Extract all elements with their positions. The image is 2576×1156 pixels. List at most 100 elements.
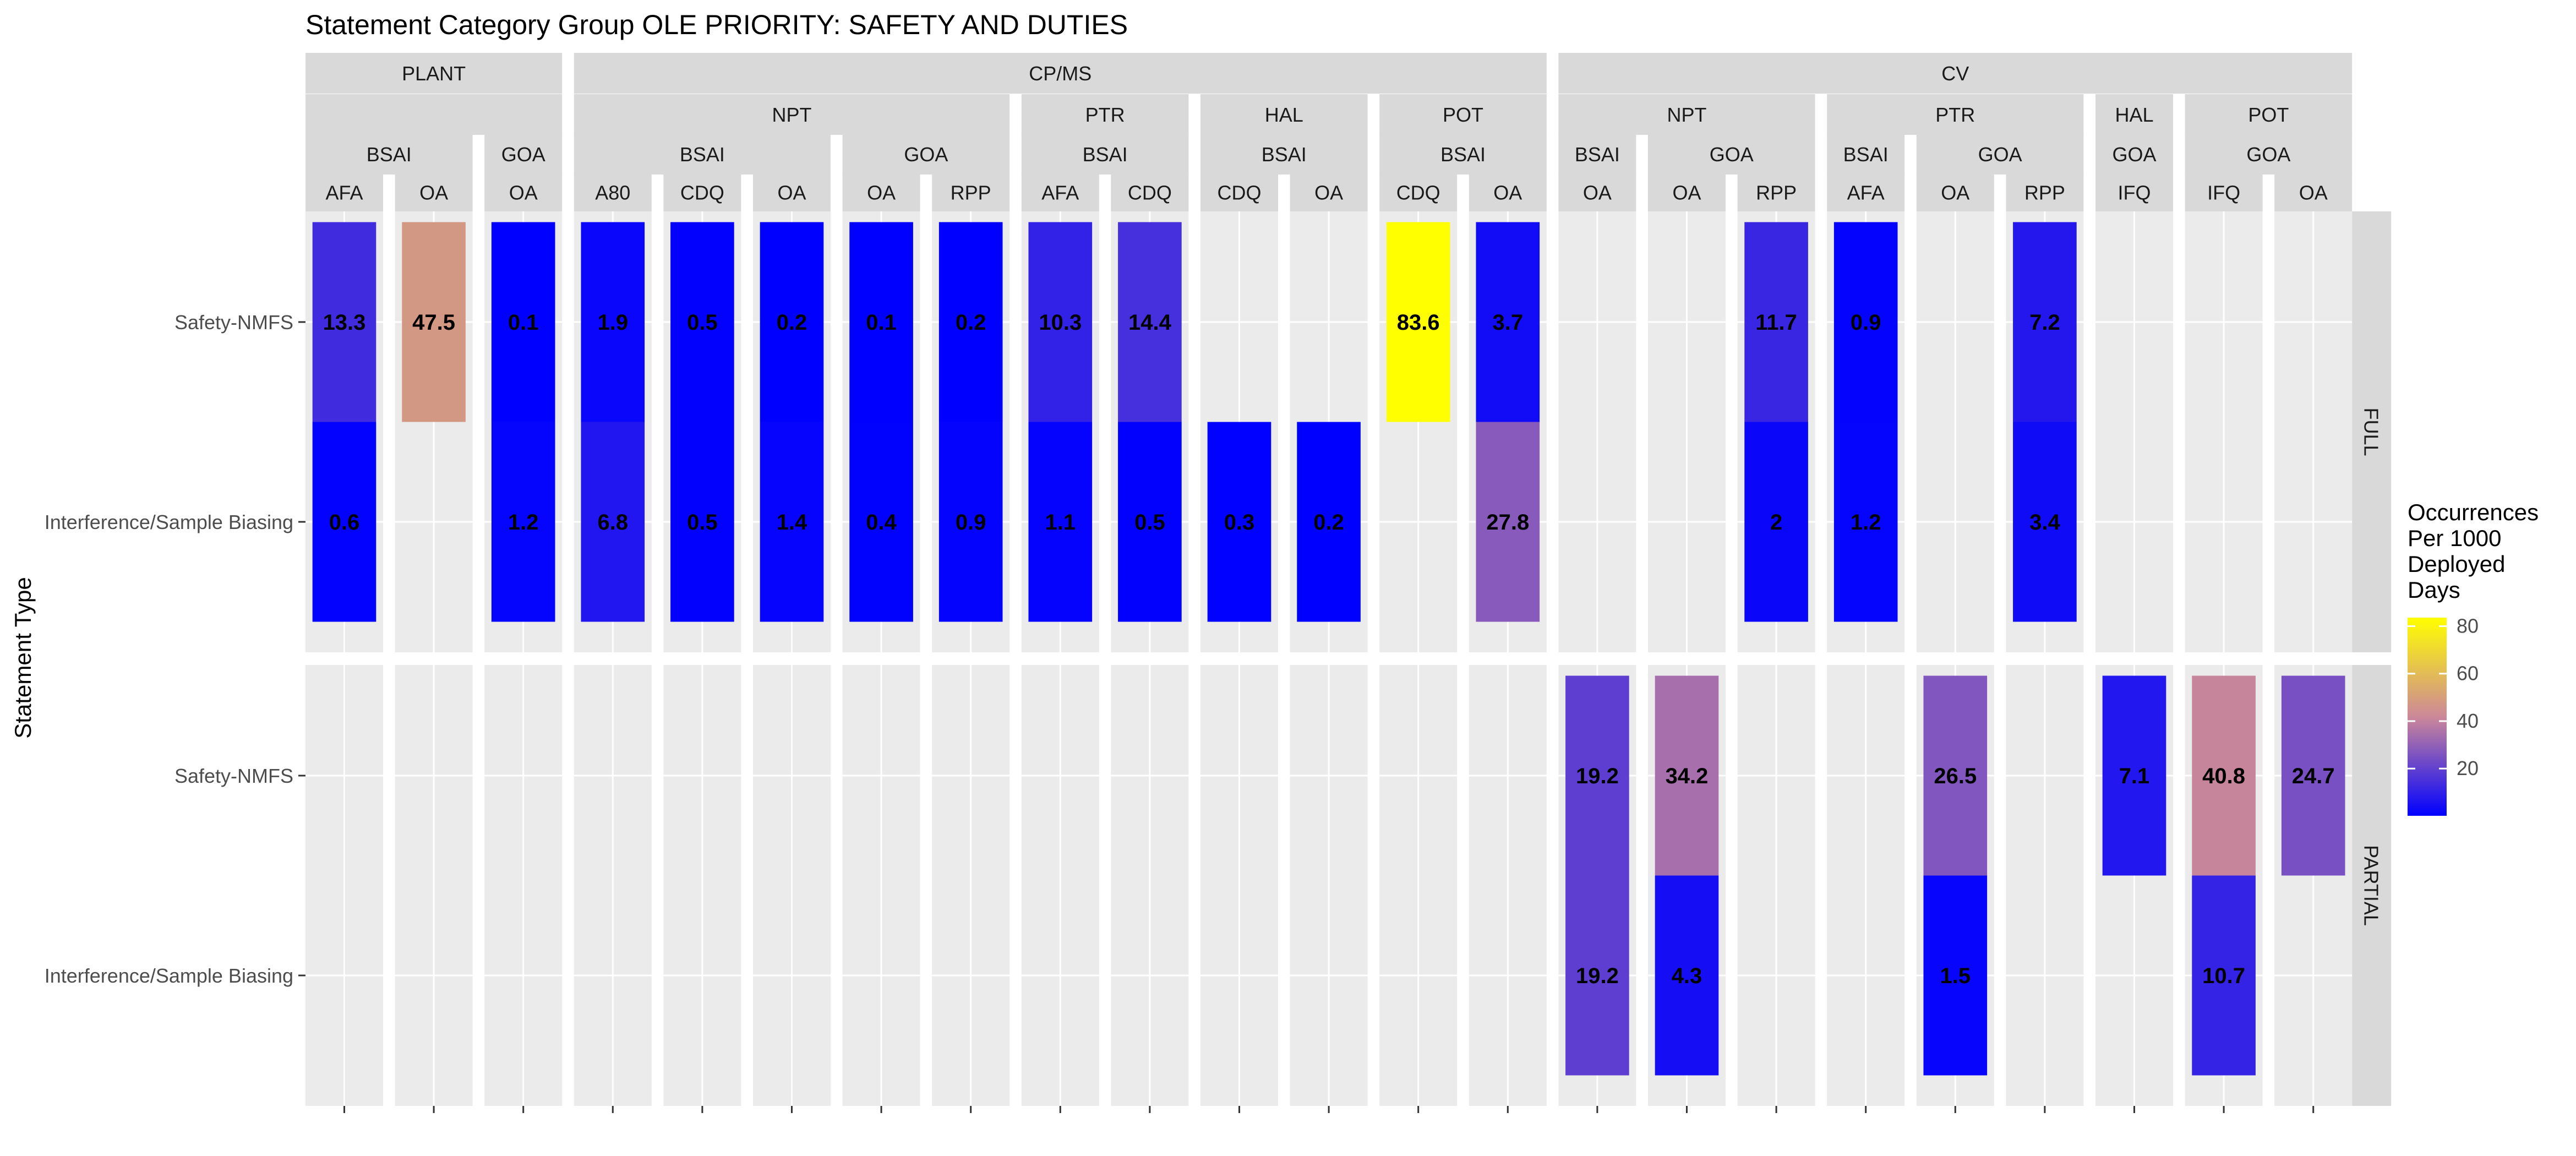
strip-l2-10 xyxy=(1200,94,1368,135)
value-label: 7.2 xyxy=(2029,310,2060,335)
strip-l4-15 xyxy=(1648,173,1726,211)
y-tick-label: Interference/Sample Biasing xyxy=(45,511,293,533)
y-tick-label: Safety-NMFS xyxy=(174,311,293,334)
heatmap-tile xyxy=(2013,222,2077,422)
strip-l4-5 xyxy=(753,173,831,211)
heatmap-tile xyxy=(760,422,824,622)
heatmap-tile xyxy=(670,222,734,422)
heatmap-tile xyxy=(402,222,466,422)
heatmap-tile xyxy=(2013,422,2077,622)
value-label: 24.7 xyxy=(2292,764,2335,788)
heatmap-tile xyxy=(1565,675,1629,876)
strip-l2-14 xyxy=(1558,94,1815,135)
strip-label: BSAI xyxy=(1083,143,1128,166)
strip-label: NPT xyxy=(772,103,812,126)
heatmap-tile xyxy=(849,422,913,622)
value-label: 11.7 xyxy=(1755,310,1797,335)
strip-l4-11 xyxy=(1290,173,1368,211)
value-label: 4.3 xyxy=(1672,964,1702,988)
value-label: 7.1 xyxy=(2119,764,2150,788)
strip-l1-3 xyxy=(574,53,1547,94)
strip-label: RPP xyxy=(951,182,991,204)
strip-l3-17 xyxy=(1827,134,1905,175)
value-label: 2 xyxy=(1770,510,1782,535)
strip-l4-3 xyxy=(574,173,652,211)
value-label: 47.5 xyxy=(412,310,455,335)
heatmap-tile xyxy=(938,222,1003,422)
strip-l4-22 xyxy=(2274,173,2353,211)
legend-tick-label: 60 xyxy=(2457,662,2479,685)
strip-l4-17 xyxy=(1827,173,1905,211)
strip-label: RPP xyxy=(2024,182,2065,204)
strip-label: IFQ xyxy=(2118,182,2151,204)
value-label: 1.1 xyxy=(1045,510,1076,535)
strip-label: GOA xyxy=(904,143,948,166)
strip-l4-4 xyxy=(663,173,741,211)
strip-label: HAL xyxy=(1265,103,1303,126)
value-label: 13.3 xyxy=(323,310,366,335)
heatmap-tile xyxy=(1655,675,1719,876)
legend-title-line: Per 1000 xyxy=(2408,525,2501,551)
value-label: 3.7 xyxy=(1492,310,1523,335)
heatmap-tile xyxy=(581,422,645,622)
heatmap-tile xyxy=(938,422,1003,622)
value-label: 0.5 xyxy=(687,310,718,335)
heatmap-tile xyxy=(1655,875,1719,1076)
strip-label: CDQ xyxy=(1128,182,1172,204)
strip-label: POT xyxy=(1443,103,1483,126)
strip-l3-14 xyxy=(1558,134,1636,175)
strip-label: BSAI xyxy=(1843,143,1889,166)
strip-label: PTR xyxy=(1935,103,1975,126)
strip-l2-3 xyxy=(574,94,1010,135)
strip-label: GOA xyxy=(501,143,545,166)
heatmap-tile xyxy=(2281,675,2345,876)
strip-l3-21 xyxy=(2185,134,2353,175)
heatmap-tile xyxy=(1744,422,1808,622)
strip-l4-14 xyxy=(1558,173,1636,211)
strip-label: NPT xyxy=(1667,103,1707,126)
strip-l4-21 xyxy=(2185,173,2263,211)
strip-row-label: FULL xyxy=(2360,407,2383,456)
heatmap-tile xyxy=(312,422,376,622)
value-label: 6.8 xyxy=(597,510,628,535)
strip-l2-20 xyxy=(2095,94,2173,135)
heatmap-tile xyxy=(1297,422,1361,622)
value-label: 0.6 xyxy=(329,510,360,535)
strip-l3-18 xyxy=(1916,134,2084,175)
strip-label: OA xyxy=(777,182,806,204)
strip-l4-9 xyxy=(1111,173,1189,211)
strip-layer: PLANT CP/MS CV NPT PTR HAL POT NPT PTR HAL POT BSAI… xyxy=(305,53,2392,1106)
strip-l3-10 xyxy=(1200,134,1368,175)
strip-label: CDQ xyxy=(680,182,724,204)
strip-l4-10 xyxy=(1200,173,1278,211)
legend-title-line: Days xyxy=(2408,577,2460,603)
strip-label: OA xyxy=(1941,182,1969,204)
strip-l3-12 xyxy=(1379,134,1547,175)
strip-label: BSAI xyxy=(1575,143,1620,166)
value-label: 1.4 xyxy=(777,510,807,535)
heatmap-tile xyxy=(312,222,376,422)
heatmap-tile xyxy=(1028,422,1093,622)
legend-title-line: Occurrences xyxy=(2408,499,2539,525)
heatmap-tile xyxy=(1207,422,1271,622)
strip-l4-19 xyxy=(2006,173,2084,211)
heatmap-tile xyxy=(1028,222,1093,422)
heatmap-tile xyxy=(1833,222,1898,422)
value-label: 10.3 xyxy=(1039,310,1082,335)
heatmap-tile xyxy=(1923,875,1988,1076)
strip-l4-8 xyxy=(1021,173,1099,211)
strip-label: BSAI xyxy=(367,143,412,166)
value-label: 83.6 xyxy=(1397,310,1440,335)
strip-label: CP/MS xyxy=(1029,62,1091,85)
value-label: 0.1 xyxy=(508,310,539,335)
strip-label: AFA xyxy=(1847,182,1885,204)
legend-title-line: Deployed xyxy=(2408,551,2505,577)
heatmap-tile xyxy=(2192,675,2256,876)
strip-label: PTR xyxy=(1085,103,1125,126)
heatmap-tile xyxy=(1476,422,1540,622)
strip-l4-20 xyxy=(2095,173,2173,211)
heatmap-tile xyxy=(1386,222,1450,422)
